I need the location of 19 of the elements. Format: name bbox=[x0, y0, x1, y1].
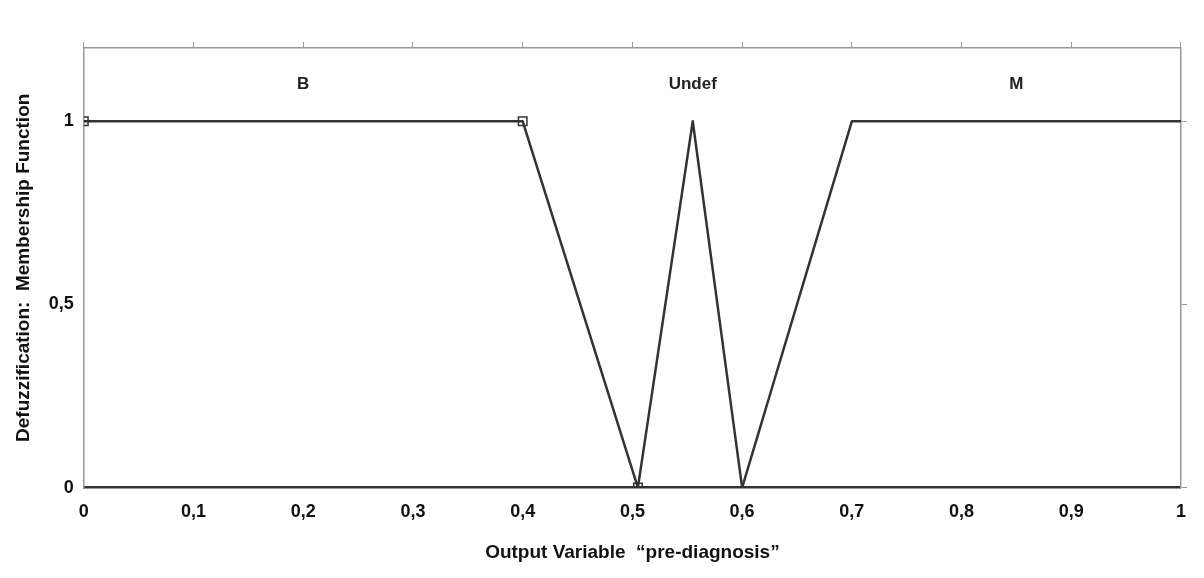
series-label: M bbox=[1009, 74, 1024, 94]
x-tick-label: 0,1 bbox=[181, 501, 207, 522]
x-tick-label: 0,2 bbox=[290, 501, 316, 522]
x-tick-label: 0,8 bbox=[949, 501, 975, 522]
x-tick-label: 0,9 bbox=[1058, 501, 1084, 522]
x-axis-title: Output Variable “pre-diagnosis” bbox=[485, 540, 780, 562]
x-tick-label: 0,3 bbox=[400, 501, 426, 522]
y-tick-label: 0 bbox=[63, 476, 74, 497]
x-tick-label: 0,7 bbox=[839, 501, 865, 522]
y-tick-label: 1 bbox=[63, 110, 74, 131]
series-label: B bbox=[297, 74, 310, 94]
y-tick-label: 0,5 bbox=[48, 293, 74, 314]
y-axis-title: Defuzzification: Membership Function bbox=[11, 93, 33, 442]
x-tick-label: 0,4 bbox=[510, 501, 536, 522]
x-tick-label: 0 bbox=[78, 501, 89, 522]
text: Undef bbox=[668, 74, 718, 94]
x-tick-label: 0,5 bbox=[619, 501, 645, 522]
x-tick-label: 1 bbox=[1175, 501, 1186, 522]
x-tick-label: 0,6 bbox=[729, 501, 755, 522]
